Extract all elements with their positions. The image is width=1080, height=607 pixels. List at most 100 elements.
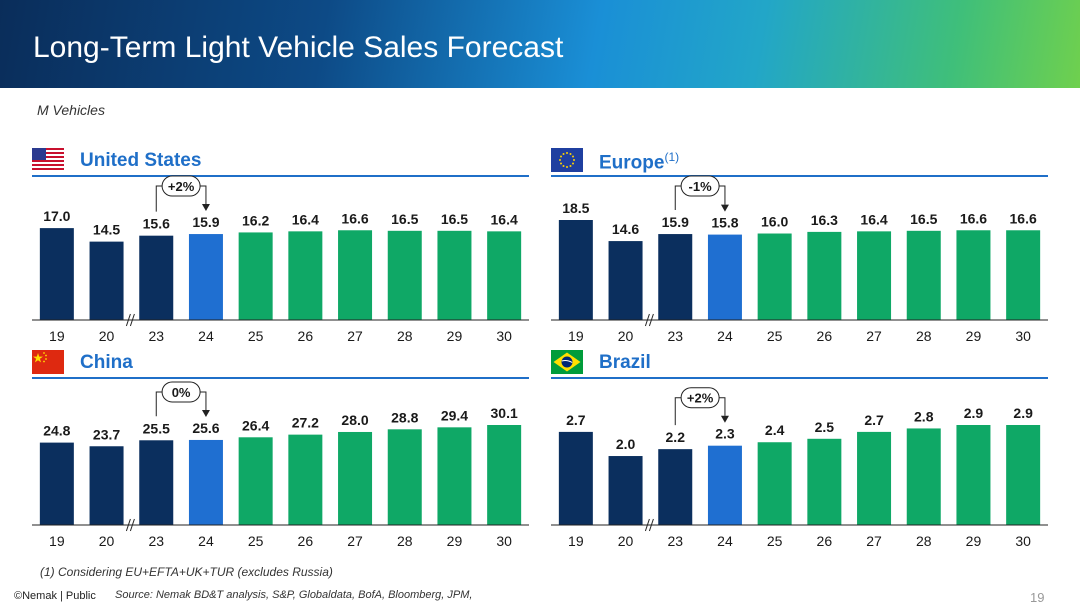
axis-break-mark <box>644 518 650 532</box>
tick-label: 28 <box>916 533 932 549</box>
data-label: 16.6 <box>341 210 368 226</box>
bar <box>608 241 643 320</box>
data-label: 23.7 <box>93 426 120 442</box>
bar <box>238 437 273 525</box>
bar <box>437 230 472 320</box>
data-label: 25.6 <box>192 420 219 436</box>
tick-label: 30 <box>1015 533 1031 549</box>
tick-label: 27 <box>347 328 363 344</box>
tick-label: 26 <box>298 328 314 344</box>
panel-header-brazil: Brazil <box>551 350 1048 380</box>
tick-label: 27 <box>866 533 882 549</box>
bar <box>807 438 842 525</box>
title-banner <box>0 0 1080 88</box>
bar <box>956 425 991 525</box>
axis-break-mark <box>648 518 654 532</box>
panel-title: United States <box>80 150 202 171</box>
data-label: 2.8 <box>914 408 934 424</box>
chart-europe: 18.5 19 14.6 20 15.9 23 15.8 24 16.0 25 16.3 26 16.4… <box>551 175 1048 344</box>
panel-header-china: China <box>32 350 529 380</box>
bar <box>757 442 792 525</box>
bar <box>89 446 124 525</box>
growth-label: +2% <box>168 179 195 194</box>
data-label: 17.0 <box>43 208 70 224</box>
axis-break-mark <box>129 518 135 532</box>
tick-label: 28 <box>397 533 413 549</box>
bar <box>387 429 422 525</box>
tick-label: 25 <box>248 328 264 344</box>
growth-arrowhead <box>720 204 729 212</box>
bar <box>487 425 522 525</box>
unit-label: M Vehicles <box>37 102 105 118</box>
page-number: 19 <box>1030 590 1045 605</box>
tick-label: 29 <box>966 533 982 549</box>
tick-label: 28 <box>916 328 932 344</box>
bar <box>39 228 74 320</box>
china-flag-icon <box>32 350 64 374</box>
us-flag-icon <box>32 148 64 172</box>
footnote-marker: (1) <box>664 150 680 164</box>
bar <box>487 231 522 320</box>
panel-header-us: United States <box>32 148 529 178</box>
panel-rule <box>32 377 529 379</box>
bar <box>338 431 373 525</box>
tick-label: 24 <box>198 328 214 344</box>
data-label: 2.9 <box>1013 405 1033 421</box>
tick-label: 30 <box>496 328 512 344</box>
data-label: 16.3 <box>811 212 838 228</box>
tick-label: 19 <box>49 328 65 344</box>
bar <box>89 241 124 320</box>
data-label: 14.6 <box>612 221 639 237</box>
tick-label: 25 <box>767 533 783 549</box>
bar <box>139 235 174 320</box>
data-label: 16.4 <box>860 211 887 227</box>
panel-title: Europe <box>599 152 665 174</box>
tick-label: 20 <box>618 533 634 549</box>
data-label: 16.0 <box>761 214 788 230</box>
tick-label: 19 <box>49 533 65 549</box>
data-label: 15.8 <box>711 215 738 231</box>
tick-label: 24 <box>198 533 214 549</box>
growth-arrowhead <box>201 409 210 417</box>
source-note: Source: Nemak BD&T analysis, S&P, Global… <box>115 589 473 601</box>
data-label: 29.4 <box>441 407 468 423</box>
bar <box>288 231 323 320</box>
panel-rule <box>32 175 529 177</box>
axis-break-mark <box>648 313 654 327</box>
data-label: 16.5 <box>391 211 418 227</box>
bar <box>906 428 941 525</box>
tick-label: 26 <box>817 533 833 549</box>
bar <box>188 234 223 320</box>
data-label: 2.2 <box>666 429 686 445</box>
panel-title: China <box>80 352 133 373</box>
data-label: 30.1 <box>491 405 518 421</box>
bar <box>857 231 892 320</box>
chart-brazil: 2.7 19 2.0 20 2.2 23 2.3 24 2.4 25 2.5 26 2.7 27 2.8 28… <box>551 387 1048 549</box>
data-label: 15.9 <box>192 214 219 230</box>
tick-label: 29 <box>447 328 463 344</box>
growth-label: -1% <box>689 179 713 194</box>
data-label: 16.6 <box>1010 210 1037 226</box>
data-label: 27.2 <box>292 415 319 431</box>
page-title: Long-Term Light Vehicle Sales Forecast <box>33 31 564 64</box>
bar <box>757 233 792 320</box>
data-label: 2.0 <box>616 436 636 452</box>
tick-label: 20 <box>618 328 634 344</box>
data-label: 2.5 <box>815 419 835 435</box>
data-label: 2.7 <box>566 412 586 428</box>
bar <box>857 431 892 525</box>
growth-arrowhead <box>201 204 210 212</box>
tick-label: 27 <box>347 533 363 549</box>
data-label: 16.5 <box>910 211 937 227</box>
tick-label: 28 <box>397 328 413 344</box>
eu-flag-icon <box>551 148 583 172</box>
data-label: 16.5 <box>441 211 468 227</box>
growth-label: +2% <box>687 391 714 406</box>
growth-badge <box>680 175 720 197</box>
data-label: 18.5 <box>562 200 589 216</box>
tick-label: 20 <box>99 328 115 344</box>
footnote: (1) Considering EU+EFTA+UK+TUR (excludes… <box>40 565 333 579</box>
data-label: 2.3 <box>715 426 735 442</box>
chart-us: 17.0 19 14.5 20 15.6 23 15.9 24 16.2 25 16.4 26 16.6… <box>32 175 529 344</box>
axis-break-mark <box>125 518 131 532</box>
